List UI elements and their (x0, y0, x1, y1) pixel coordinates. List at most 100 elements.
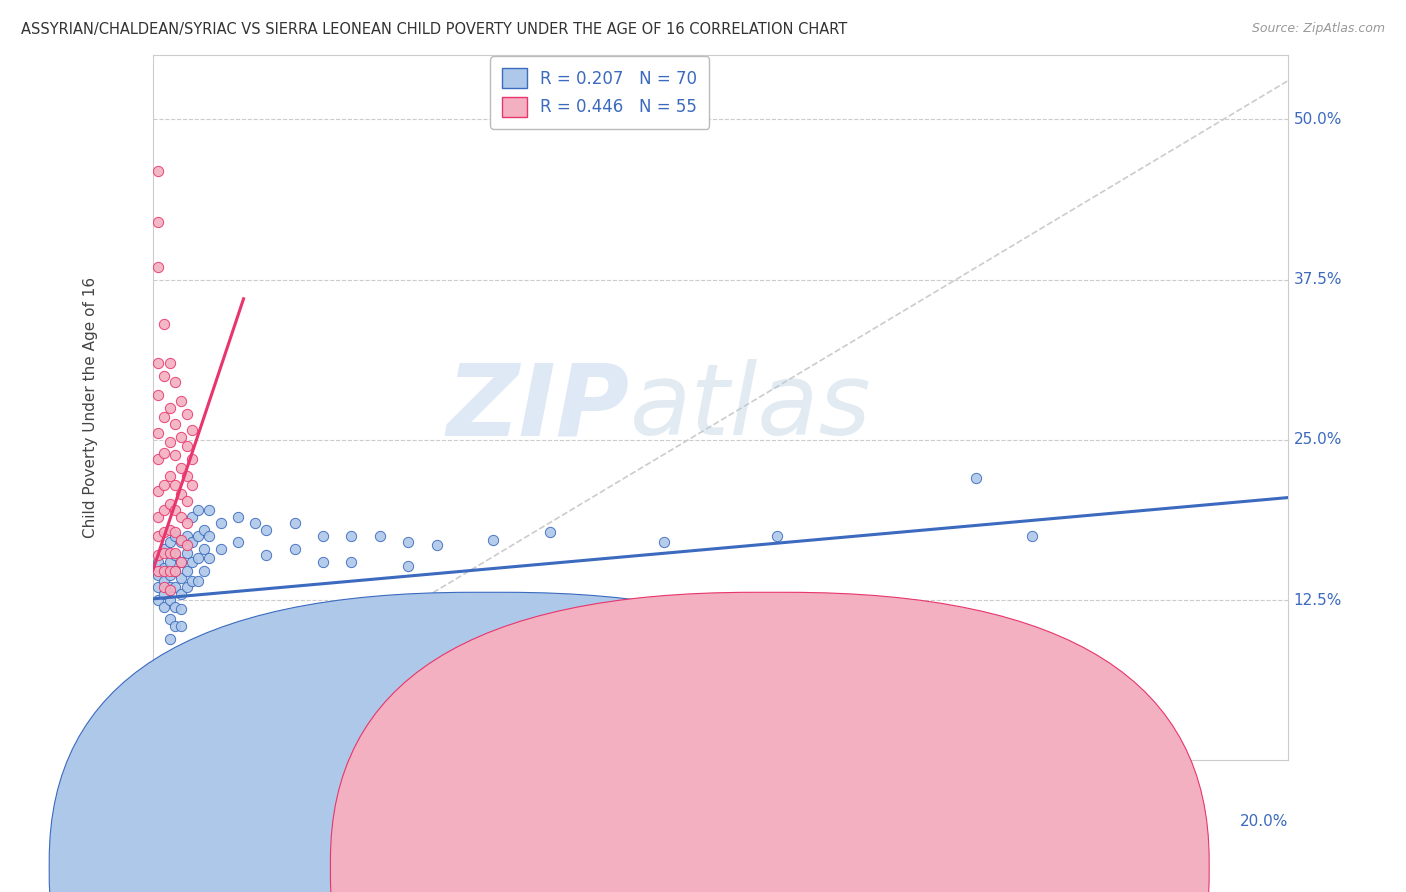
Point (170, 555, 193, 569)
Point (396, 558, 419, 573)
Point (148, 356, 170, 370)
Point (226, 509, 249, 524)
Point (165, 477, 187, 491)
Point (153, 574, 176, 588)
Point (254, 523, 277, 537)
Point (284, 516, 307, 531)
Point (159, 632, 181, 646)
Point (165, 546, 187, 560)
Point (181, 452, 204, 467)
Point (170, 533, 193, 547)
Point (176, 580, 198, 594)
Point (153, 525, 176, 540)
Point (368, 529, 391, 543)
Point (148, 549, 170, 563)
Point (187, 529, 209, 543)
Point (176, 407, 198, 421)
Text: Source: ZipAtlas.com: Source: ZipAtlas.com (1251, 22, 1385, 36)
Point (170, 535, 193, 549)
Point (176, 564, 198, 578)
Point (159, 593, 181, 607)
Point (153, 503, 176, 517)
Point (159, 401, 181, 415)
Point (153, 546, 176, 560)
Point (165, 619, 187, 633)
Point (148, 260, 170, 274)
Point (165, 417, 187, 432)
Point (170, 509, 193, 524)
Point (209, 541, 232, 556)
Point (766, 529, 789, 543)
Point (159, 356, 181, 370)
Point (153, 446, 176, 460)
Point (170, 555, 193, 569)
Point (425, 538, 447, 552)
Text: 12.5%: 12.5% (1294, 592, 1341, 607)
Point (153, 541, 176, 556)
Point (165, 503, 187, 517)
Point (165, 549, 187, 563)
Text: Child Poverty Under the Age of 16: Child Poverty Under the Age of 16 (83, 277, 98, 539)
Point (159, 535, 181, 549)
Point (176, 468, 198, 483)
Point (148, 163, 170, 178)
Point (148, 567, 170, 582)
Point (148, 564, 170, 578)
Point (181, 535, 204, 549)
Point (176, 494, 198, 508)
Point (965, 471, 987, 485)
Point (153, 368, 176, 383)
Point (165, 448, 187, 462)
Point (198, 503, 221, 517)
Point (176, 546, 198, 560)
Point (148, 426, 170, 441)
Point (209, 516, 232, 531)
Point (159, 580, 181, 594)
Point (170, 587, 193, 601)
Point (148, 509, 170, 524)
Point (165, 525, 187, 540)
Point (170, 571, 193, 585)
Point (165, 564, 187, 578)
Point (159, 468, 181, 483)
Point (482, 533, 505, 547)
Point (243, 516, 266, 531)
Point (159, 435, 181, 450)
Text: Sierra Leoneans: Sierra Leoneans (787, 855, 911, 870)
Legend: R = 0.207   N = 70, R = 0.446   N = 55: R = 0.207 N = 70, R = 0.446 N = 55 (491, 56, 709, 128)
Point (153, 580, 176, 594)
Point (396, 535, 419, 549)
Point (176, 516, 198, 531)
Point (652, 535, 675, 549)
Point (153, 587, 176, 601)
Point (312, 529, 335, 543)
Text: 0.0%: 0.0% (153, 814, 191, 830)
Point (159, 567, 181, 582)
Text: Assyrians/Chaldeans/Syriacs: Assyrians/Chaldeans/Syriacs (534, 855, 752, 870)
Point (159, 546, 181, 560)
Point (181, 555, 204, 569)
Point (284, 541, 307, 556)
Point (165, 564, 187, 578)
Point (170, 602, 193, 616)
Point (148, 555, 170, 569)
Point (148, 215, 170, 229)
Point (159, 582, 181, 597)
Point (193, 564, 215, 578)
Point (153, 564, 176, 578)
Point (176, 439, 198, 453)
Point (153, 599, 176, 614)
Point (187, 550, 209, 565)
Point (148, 529, 170, 543)
Point (148, 580, 170, 594)
Point (159, 523, 181, 537)
Point (181, 477, 204, 491)
Point (176, 538, 198, 552)
Point (187, 503, 209, 517)
Point (312, 555, 335, 569)
Point (181, 509, 204, 524)
Point (165, 529, 187, 543)
Point (153, 318, 176, 332)
Point (176, 529, 198, 543)
Text: 37.5%: 37.5% (1294, 272, 1341, 287)
